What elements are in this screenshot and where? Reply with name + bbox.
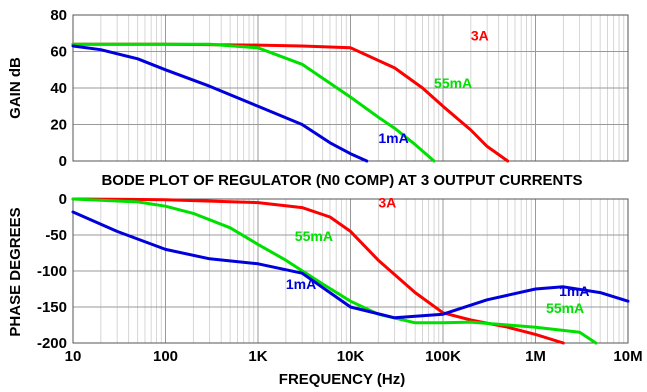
x-tick-label: 100K <box>425 348 461 365</box>
y-tick-label: 0 <box>59 153 67 170</box>
y-tick-label: 80 <box>50 7 67 24</box>
series-line-55ma <box>71 197 598 345</box>
gain-axis-label: GAIN dB <box>7 57 24 119</box>
x-tick-label: 10M <box>613 348 642 365</box>
series-annotation: 55mA <box>295 228 333 244</box>
series-annotation: 3A <box>378 195 396 211</box>
x-tick-label: 1K <box>248 348 267 365</box>
x-tick-label: 100 <box>153 348 178 365</box>
phase-axis-label: PHASE DEGREES <box>7 207 24 336</box>
series-line-1ma <box>71 210 630 320</box>
series-annotation: 55mA <box>434 75 472 91</box>
series-annotation: 3A <box>471 28 489 44</box>
plot-frame <box>72 198 629 344</box>
gain-panel: 80 60 40 20 0 3A 55mA 1mA <box>50 7 629 170</box>
y-tick-label: -100 <box>37 263 67 280</box>
series-annotation: 1mA <box>286 276 316 292</box>
y-tick-label: 40 <box>50 80 67 97</box>
plot-frame <box>72 14 629 162</box>
y-tick-label: 20 <box>50 117 67 134</box>
series-annotation: 55mA <box>546 300 584 316</box>
series-line-3a <box>71 197 565 345</box>
x-axis-label: FREQUENCY (Hz) <box>279 371 405 388</box>
y-tick-label: -150 <box>37 299 67 316</box>
y-tick-label: 0 <box>59 191 67 208</box>
x-tick-label: 10K <box>337 348 365 365</box>
series-annotation: 1mA <box>559 283 589 299</box>
y-tick-label: -50 <box>45 227 67 244</box>
y-tick-label: -200 <box>37 335 67 352</box>
series-line-1ma <box>71 44 369 163</box>
series-annotation: 1mA <box>378 130 408 146</box>
y-tick-label: 60 <box>50 44 67 61</box>
x-tick-label: 1M <box>525 348 546 365</box>
x-tick-label: 10 <box>65 348 82 365</box>
series-line-55ma <box>71 42 436 163</box>
chart-title: BODE PLOT OF REGULATOR (N0 COMP) AT 3 OU… <box>101 172 582 189</box>
